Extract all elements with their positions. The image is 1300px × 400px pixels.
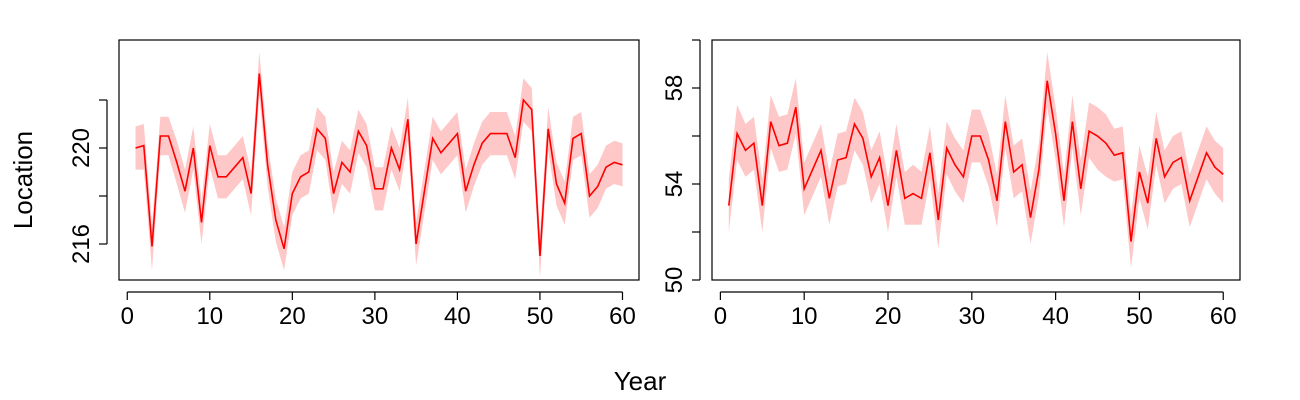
x-tick-label: 40: [444, 303, 471, 330]
confidence-band: [135, 52, 623, 278]
y-tick-label: 58: [661, 75, 688, 102]
y-tick-label: 54: [661, 171, 688, 198]
x-tick-label: 0: [714, 303, 727, 330]
x-tick-label: 20: [875, 303, 902, 330]
left-panel: 0 10 20 30 40 50 60 216 220: [68, 39, 640, 330]
plot-frame: [118, 39, 640, 281]
x-tick-label: 40: [1042, 303, 1069, 330]
x-tick-label: 60: [1210, 303, 1237, 330]
y-tick-label: 50: [661, 267, 688, 294]
right-panel: 0 10 20 30 40 50 60 50 54 58: [661, 39, 1241, 330]
confidence-band: [728, 52, 1224, 268]
x-tick-label: 30: [362, 303, 389, 330]
x-tick-label: 20: [279, 303, 306, 330]
x-tick-label: 30: [958, 303, 985, 330]
y-axis-title: Location: [8, 131, 38, 229]
y-tick-label: 220: [68, 128, 95, 168]
plot-frame: [711, 39, 1241, 281]
x-tick-label: 60: [609, 303, 636, 330]
x-tick-label: 50: [527, 303, 554, 330]
x-tick-label: 10: [196, 303, 223, 330]
y-tick-label: 216: [68, 224, 95, 264]
x-tick-label: 0: [121, 303, 134, 330]
series-line: [135, 73, 623, 257]
series-line: [728, 80, 1224, 242]
x-tick-label: 50: [1126, 303, 1153, 330]
x-tick-label: 10: [791, 303, 818, 330]
x-axis-title: Year: [614, 366, 667, 396]
